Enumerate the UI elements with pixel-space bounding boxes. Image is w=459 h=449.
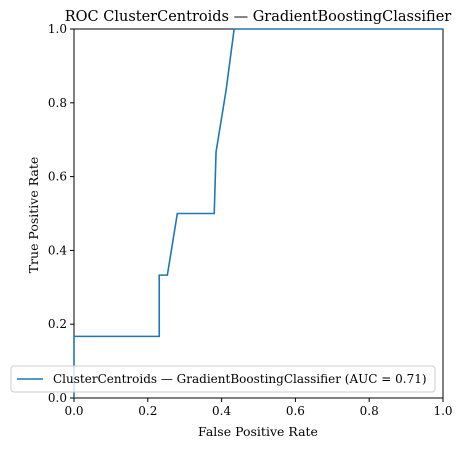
legend: ClusterCentroids — GradientBoostingClass…: [10, 365, 436, 393]
x-axis-ticks: 0.0 0.2 0.4 0.6 0.8 1.0: [64, 398, 453, 418]
x-tick-label: 0.4: [212, 404, 231, 418]
x-tick-label: 1.0: [433, 404, 452, 418]
x-tick-label: 0.2: [138, 404, 157, 418]
y-axis-label: True Positive Rate: [26, 157, 41, 274]
x-axis-label: False Positive Rate: [198, 424, 318, 439]
chart-title: ROC ClusterCentroids — GradientBoostingC…: [65, 9, 452, 25]
y-tick-label: 0.2: [48, 317, 67, 331]
y-tick-label: 1.0: [48, 22, 67, 36]
y-tick-label: 0.6: [48, 170, 67, 184]
x-tick-label: 0.0: [64, 404, 83, 418]
plot-area: [73, 28, 444, 399]
plot-frame: [73, 28, 444, 399]
y-tick-label: 0.4: [48, 243, 67, 257]
x-tick-label: 0.8: [360, 404, 379, 418]
x-tick-label: 0.6: [286, 404, 305, 418]
y-tick-label: 0.0: [48, 391, 67, 405]
y-tick-label: 0.8: [48, 96, 67, 110]
legend-label: ClusterCentroids — GradientBoostingClass…: [53, 372, 427, 386]
y-axis-ticks: 0.0 0.2 0.4 0.6 0.8 1.0: [48, 22, 74, 405]
roc-curve-line: [73, 28, 443, 398]
legend-box: [10, 365, 436, 393]
